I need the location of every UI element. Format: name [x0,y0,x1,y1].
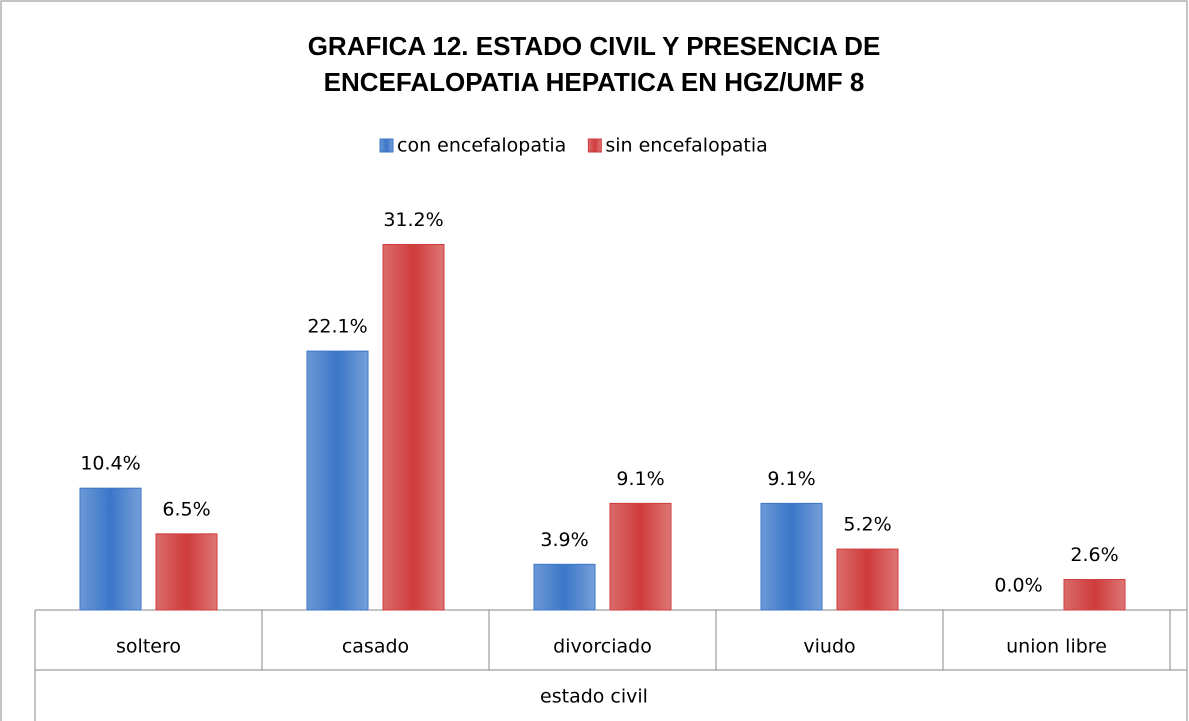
legend-label: con encefalopatia [397,135,566,157]
bar [382,244,445,611]
data-label: 31.2% [383,209,443,231]
bar [533,563,596,611]
data-label: 6.5% [162,498,210,520]
x-tick-label: casado [342,636,409,658]
bar [760,502,823,611]
data-label: 3.9% [540,529,588,551]
bar [306,350,369,611]
x-tick-label: divorciado [553,636,652,658]
x-tick-label: union libre [1006,636,1107,658]
data-label: 10.4% [80,453,140,475]
bar [609,502,672,611]
data-label: 22.1% [307,316,367,338]
bar [1063,579,1126,611]
x-tick-label: viudo [803,636,855,658]
chart-title: GRAFICA 12. ESTADO CIVIL Y PRESENCIA DE E… [308,31,881,97]
data-label: 0.0% [994,575,1042,597]
legend-label: sin encefalopatia [605,135,767,157]
data-label: 2.6% [1070,544,1118,566]
data-label: 9.1% [767,468,815,490]
bar [79,487,142,611]
legend-swatch [379,138,394,153]
data-label: 5.2% [843,514,891,536]
bar [836,548,899,611]
bar [155,533,218,611]
x-tick-label: soltero [116,636,181,658]
legend-swatch [587,138,602,153]
data-label: 9.1% [616,468,664,490]
x-axis-label: estado civil [540,686,648,708]
